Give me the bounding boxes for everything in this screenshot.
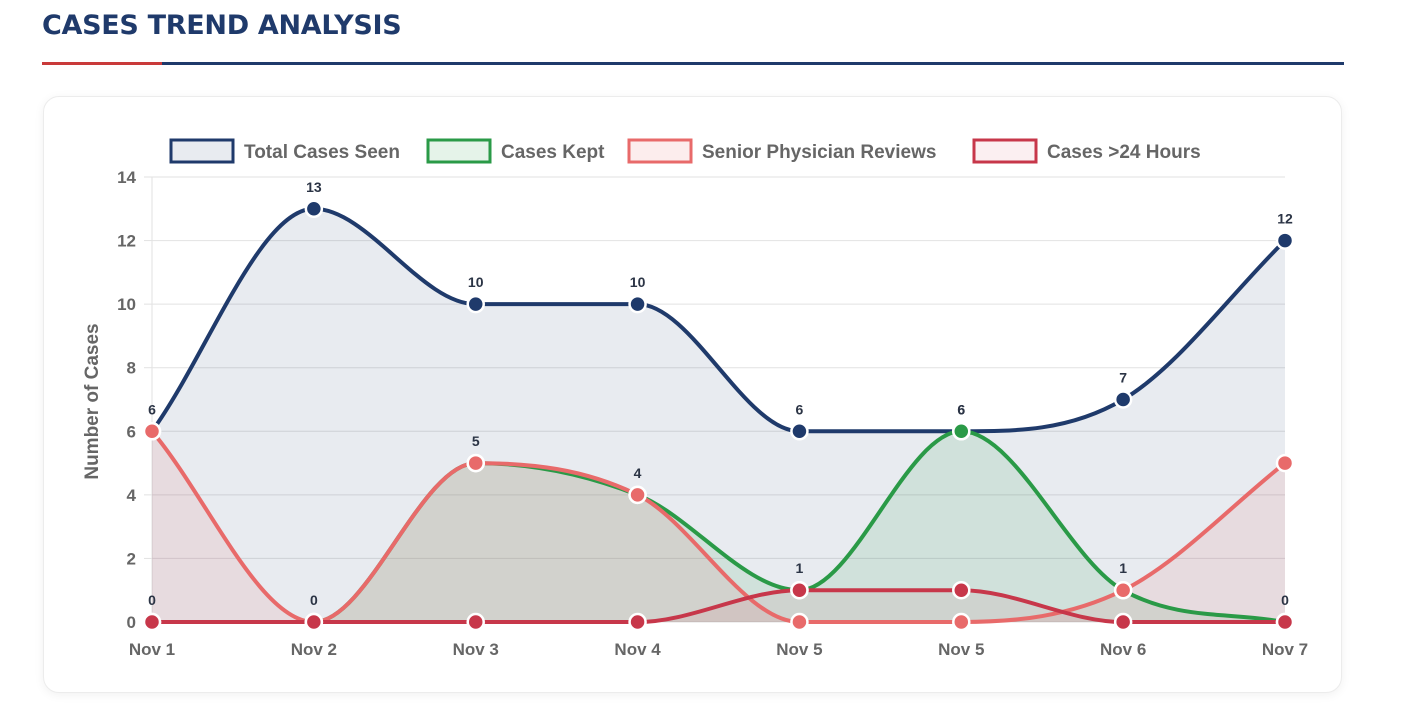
total-cases-seen-data-label: 7 [1119, 370, 1127, 386]
total-cases-seen-point[interactable] [790, 422, 809, 441]
cases-kept-data-label: 4 [634, 465, 642, 481]
total-cases-seen-data-label: 6 [796, 401, 804, 417]
y-tick-label: 14 [117, 168, 136, 187]
total-cases-seen-data-label: 6 [957, 401, 965, 417]
cases-kept-data-label: 5 [472, 433, 480, 449]
legend-label-cases-24-hours: Cases >24 Hours [1047, 142, 1201, 163]
legend-label-cases-kept: Cases Kept [501, 142, 605, 163]
cases-kept-data-label: 6 [957, 401, 965, 417]
senior-physician-reviews-point[interactable] [628, 485, 647, 505]
legend[interactable]: Total Cases Seen Cases Kept Senior Physici… [169, 138, 1201, 164]
total-cases-seen-data-label: 12 [1277, 211, 1293, 227]
cases-kept-point[interactable] [952, 422, 971, 441]
title-divider [42, 62, 1344, 65]
total-cases-seen-point[interactable] [466, 294, 485, 314]
y-tick-label: 8 [127, 359, 136, 378]
cases-kept-area [152, 431, 1285, 622]
cases-24-hours-line [150, 588, 1287, 625]
legend-label-senior-physician-reviews: Senior Physician Reviews [702, 142, 936, 163]
legend-swatch-senior-physician-reviews [627, 138, 693, 164]
x-tick-label: Nov 7 [1262, 640, 1308, 659]
chart-card: 6 13 10 10 6 6 7 12 0 0 5 4 1 6 1 0 0 2 4 6 8 10 12 14 Nov 1 Nov… [43, 96, 1342, 693]
y-tick-label: 12 [117, 232, 136, 251]
total-cases-seen-point[interactable] [1113, 390, 1133, 409]
cases-kept-data-label: 1 [796, 560, 804, 576]
senior-physician-reviews-point[interactable] [466, 453, 485, 473]
y-axis-title: Number of Cases [82, 323, 103, 479]
total-cases-seen-point[interactable] [1275, 231, 1295, 250]
legend-swatch-cases-24-hours [972, 138, 1038, 164]
page-title: CASES TREND ANALYSIS [42, 10, 402, 41]
total-cases-seen-point[interactable] [304, 199, 324, 219]
y-tick-label: 4 [127, 486, 137, 505]
x-tick-label: Nov 5 [938, 640, 984, 659]
total-cases-seen-data-label: 10 [468, 274, 484, 290]
senior-physician-reviews-area [152, 431, 1285, 622]
x-tick-label: Nov 6 [1100, 640, 1146, 659]
cases-kept-data-label: 0 [1281, 592, 1289, 608]
y-tick-label: 0 [127, 613, 136, 632]
total-cases-seen-area [152, 208, 1285, 622]
title-divider-accent [42, 62, 162, 65]
cases-24-hours-point[interactable] [142, 612, 162, 632]
total-cases-seen-data-label: 10 [630, 274, 646, 290]
legend-label-total-cases-seen: Total Cases Seen [244, 142, 400, 163]
cases-24-hours-point[interactable] [1113, 612, 1133, 632]
cases-24-hours-point[interactable] [1275, 612, 1295, 632]
senior-physician-reviews-point[interactable] [1113, 580, 1133, 600]
legend-item-total-cases-seen[interactable]: Total Cases Seen [169, 138, 400, 164]
total-cases-seen-data-label: 13 [306, 179, 322, 195]
legend-item-cases-24-hours[interactable]: Cases >24 Hours [972, 138, 1201, 164]
x-tick-label: Nov 3 [453, 640, 499, 659]
cases-24-hours-point[interactable] [628, 612, 647, 632]
x-tick-label: Nov 2 [291, 640, 337, 659]
senior-physician-reviews-point[interactable] [1275, 453, 1295, 473]
y-tick-label: 10 [117, 295, 136, 314]
legend-item-senior-physician-reviews[interactable]: Senior Physician Reviews [627, 138, 936, 164]
legend-swatch-total-cases-seen [169, 138, 235, 164]
x-tick-label: Nov 5 [776, 640, 822, 659]
cases-24-hours-point[interactable] [952, 580, 971, 600]
cases-kept-data-label: 0 [148, 592, 156, 608]
cases-kept-data-label: 1 [1119, 560, 1127, 576]
cases-24-hours-point[interactable] [790, 580, 809, 600]
x-tick-label: Nov 4 [614, 640, 661, 659]
total-cases-seen-data-label: 6 [148, 401, 156, 417]
total-cases-seen-point[interactable] [628, 294, 647, 314]
y-tick-label: 6 [127, 422, 136, 441]
cases-kept-data-label: 0 [310, 592, 318, 608]
cases-24-hours-point[interactable] [466, 612, 485, 632]
cases-24-hours-point[interactable] [304, 612, 324, 632]
senior-physician-reviews-point[interactable] [952, 612, 971, 632]
legend-item-cases-kept[interactable]: Cases Kept [426, 138, 605, 164]
senior-physician-reviews-point[interactable] [790, 612, 809, 632]
y-tick-label: 2 [127, 549, 136, 568]
senior-physician-reviews-point[interactable] [142, 422, 162, 441]
series-areas [152, 208, 1285, 622]
x-tick-label: Nov 1 [129, 640, 175, 659]
series-points [142, 199, 1295, 632]
legend-swatch-cases-kept [426, 138, 492, 164]
